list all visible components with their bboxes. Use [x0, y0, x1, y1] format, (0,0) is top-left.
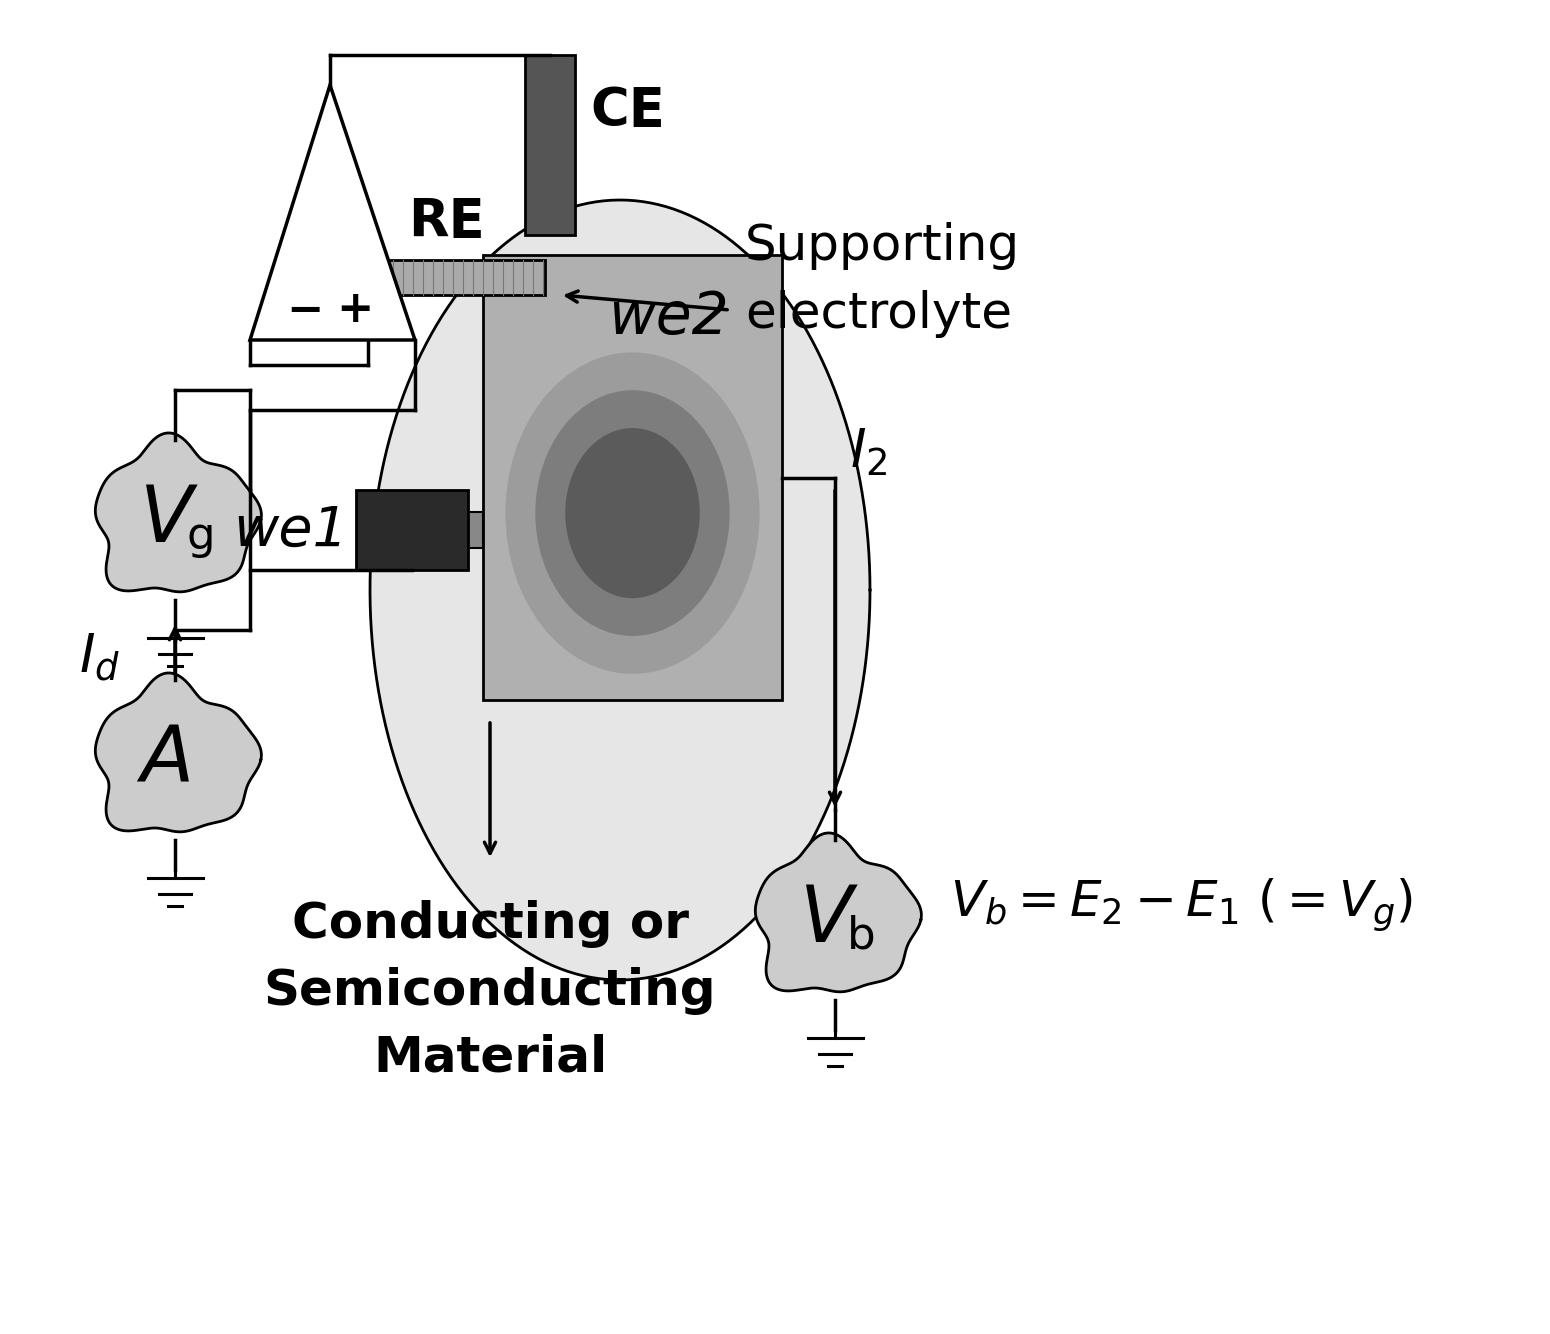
Text: A: A: [141, 722, 194, 798]
Text: Supporting
electrolyte: Supporting electrolyte: [746, 223, 1020, 338]
Bar: [525, 55, 575, 235]
Text: Conducting or
Semiconducting
Material: Conducting or Semiconducting Material: [264, 900, 716, 1082]
Text: g: g: [186, 515, 215, 558]
Text: $I_d$: $I_d$: [79, 631, 119, 683]
Polygon shape: [95, 672, 262, 832]
Bar: [356, 490, 468, 570]
Text: −: −: [287, 288, 324, 332]
Ellipse shape: [505, 352, 760, 674]
Polygon shape: [755, 832, 921, 992]
Text: $V_b = E_2 - E_1\ (=V_g)$: $V_b = E_2 - E_1\ (=V_g)$: [950, 876, 1414, 934]
Text: $I_2$: $I_2$: [849, 427, 888, 479]
Text: b: b: [846, 915, 876, 958]
Text: we1: we1: [232, 503, 349, 556]
Text: CE: CE: [591, 85, 665, 137]
Ellipse shape: [535, 390, 730, 636]
Bar: [367, 260, 546, 295]
Text: we2: we2: [608, 288, 728, 346]
Text: V: V: [141, 482, 194, 558]
Ellipse shape: [566, 428, 699, 598]
Text: V: V: [800, 882, 854, 958]
Bar: [468, 512, 484, 548]
Text: +: +: [336, 288, 374, 332]
Polygon shape: [95, 434, 262, 592]
Bar: [484, 255, 783, 700]
Text: RE: RE: [408, 196, 485, 248]
Polygon shape: [370, 200, 870, 980]
Polygon shape: [250, 85, 415, 340]
